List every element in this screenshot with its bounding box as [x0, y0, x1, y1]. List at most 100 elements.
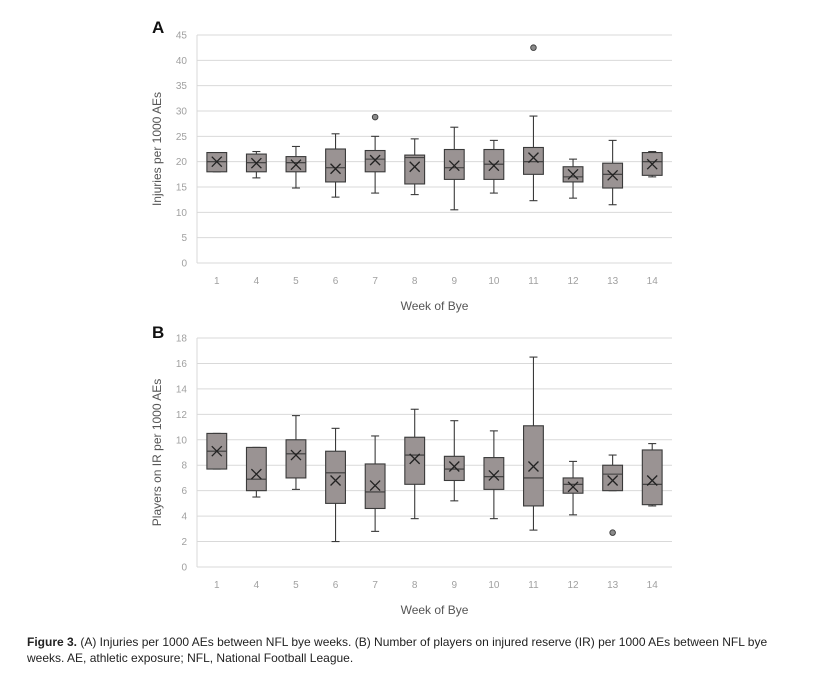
box-week-1 [206, 432, 228, 470]
y-tick-label: 15 [176, 183, 188, 194]
mean-marker [330, 163, 342, 175]
y-tick-label: 40 [176, 56, 188, 67]
iqr-box [483, 457, 505, 490]
mean-marker [409, 161, 421, 173]
x-tick-label: 11 [528, 276, 539, 287]
mean-marker [646, 475, 658, 486]
y-tick-label: 2 [181, 537, 187, 548]
iqr-box [404, 154, 426, 185]
y-tick-label: 12 [176, 410, 188, 421]
mean-marker [567, 168, 579, 180]
x-axis-title: Week of Bye [401, 299, 469, 313]
iqr-box [245, 446, 267, 492]
mean-marker [607, 169, 619, 181]
mean-marker [448, 461, 460, 472]
y-tick-label: 45 [176, 31, 188, 42]
y-tick-label: 30 [176, 107, 188, 118]
x-tick-label: 14 [647, 276, 659, 287]
y-axis-title: Injuries per 1000 AEs [150, 92, 164, 206]
x-tick-label: 8 [412, 276, 418, 287]
x-tick-label: 5 [293, 580, 299, 591]
mean-marker [330, 475, 342, 486]
box-week-5 [285, 415, 307, 490]
x-tick-label: 7 [372, 580, 378, 591]
panel-letter: B [152, 323, 164, 342]
x-tick-label: 9 [452, 580, 458, 591]
y-tick-label: 25 [176, 132, 188, 143]
x-tick-label: 6 [333, 276, 339, 287]
outlier-point [371, 113, 379, 121]
y-axis-title: Players on IR per 1000 AEs [150, 379, 164, 526]
mean-marker [290, 159, 302, 171]
box-week-7 [364, 113, 386, 194]
caption-text: (A) Injuries per 1000 AEs between NFL by… [27, 635, 768, 665]
box-week-11 [523, 44, 544, 202]
box-week-5 [285, 145, 307, 189]
box-week-14 [641, 443, 663, 507]
figure-caption: Figure 3. (A) Injuries per 1000 AEs betw… [27, 634, 807, 666]
x-tick-label: 4 [254, 580, 260, 591]
y-tick-label: 10 [176, 435, 188, 446]
iqr-box [562, 477, 584, 494]
x-axis-title: Week of Bye [401, 603, 469, 617]
mean-marker [646, 158, 658, 170]
x-tick-label: 12 [567, 580, 579, 591]
mean-marker [527, 461, 539, 472]
x-tick-label: 4 [254, 276, 260, 287]
x-tick-label: 6 [333, 580, 339, 591]
mean-marker [488, 469, 500, 481]
mean-marker [211, 445, 223, 457]
y-tick-label: 35 [176, 81, 188, 92]
mean-marker [607, 475, 619, 486]
panel-letter: A [152, 18, 164, 37]
box-week-1 [206, 151, 228, 173]
y-tick-label: 16 [176, 359, 188, 370]
x-tick-label: 10 [488, 276, 500, 287]
box-week-10 [483, 139, 505, 194]
box-week-9 [443, 420, 465, 502]
box-week-11 [523, 356, 544, 531]
box-week-7 [364, 435, 386, 532]
y-tick-label: 20 [176, 157, 188, 168]
iqr-box [325, 148, 346, 183]
mean-marker [567, 481, 579, 493]
y-tick-label: 4 [181, 512, 187, 523]
box-week-12 [562, 158, 584, 199]
mean-marker [250, 157, 262, 169]
x-tick-label: 9 [452, 276, 458, 287]
box-week-8 [404, 138, 426, 196]
x-tick-label: 7 [372, 276, 378, 287]
mean-marker [527, 152, 539, 164]
y-tick-label: 14 [176, 384, 188, 395]
x-tick-label: 5 [293, 276, 299, 287]
box-week-10 [483, 430, 505, 520]
iqr-box [443, 455, 465, 482]
box-week-12 [562, 460, 584, 516]
iqr-box [602, 464, 624, 492]
y-tick-label: 18 [176, 334, 188, 345]
outlier-point [530, 44, 537, 51]
iqr-box [325, 450, 346, 504]
iqr-box [641, 449, 663, 506]
box-week-6 [325, 133, 346, 198]
box-week-6 [325, 427, 346, 543]
box-week-14 [641, 150, 663, 178]
x-tick-label: 14 [647, 580, 659, 591]
iqr-box [523, 146, 544, 175]
outlier-point [609, 529, 616, 536]
iqr-box [404, 436, 426, 485]
mean-marker [369, 154, 381, 166]
y-tick-label: 0 [181, 563, 187, 574]
x-tick-label: 11 [528, 580, 539, 591]
caption-label: Figure 3. [27, 635, 78, 649]
iqr-box [443, 148, 465, 180]
mean-marker [211, 156, 223, 168]
x-tick-label: 1 [214, 580, 220, 591]
x-tick-label: 10 [488, 580, 500, 591]
mean-marker [448, 160, 460, 172]
iqr-box [285, 439, 307, 479]
x-tick-label: 13 [607, 276, 619, 287]
